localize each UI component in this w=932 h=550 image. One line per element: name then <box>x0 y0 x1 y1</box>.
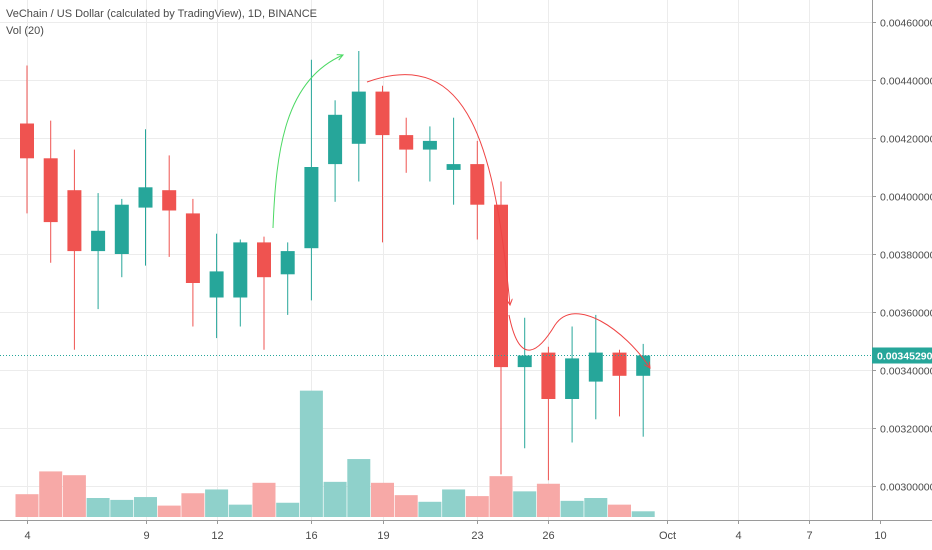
price-tick-label: 0.00320000 <box>880 424 932 436</box>
candle-body <box>517 355 532 368</box>
candle-body <box>565 358 580 399</box>
volume-bar <box>110 499 134 517</box>
price-tick-label: 0.00300000 <box>880 482 932 494</box>
chart-legend: VeChain / US Dollar (calculated by Tradi… <box>6 6 317 40</box>
volume-bar <box>394 495 418 517</box>
volume-indicator-label: Vol (20) <box>6 25 44 37</box>
volume-bars <box>15 390 655 517</box>
time-tick-label: Oct <box>659 530 676 542</box>
candle-body <box>209 271 224 298</box>
grid-lines <box>0 0 881 520</box>
volume-bar <box>608 504 631 517</box>
volume-bar <box>86 498 110 517</box>
volume-bar <box>299 390 323 517</box>
green-arrow-drawing <box>272 55 343 229</box>
candle-body <box>446 164 461 170</box>
candle-body <box>162 190 177 211</box>
volume-bar <box>252 482 276 517</box>
price-tick-label: 0.00360000 <box>880 308 932 320</box>
candle-body <box>280 251 295 275</box>
volume-bar <box>442 489 466 517</box>
volume-bar <box>228 504 252 517</box>
price-axis-background <box>872 0 932 550</box>
candle-body <box>494 204 508 368</box>
price-tick-label: 0.00460000 <box>880 18 932 30</box>
volume-bar <box>347 459 371 517</box>
time-axis[interactable]: 4 9 12 16 19 23 26 Oct 4 7 10 <box>0 520 932 542</box>
volume-bar <box>418 501 442 517</box>
volume-bar <box>584 498 608 517</box>
price-tick-label: 0.00380000 <box>880 250 932 262</box>
volume-bar <box>134 497 157 517</box>
candle-body <box>328 114 343 165</box>
candle-body <box>20 123 34 159</box>
volume-bar <box>513 491 537 517</box>
price-tick-label: 0.00420000 <box>880 134 932 146</box>
time-tick-label: 19 <box>377 530 389 542</box>
time-tick-label: 23 <box>471 530 483 542</box>
candle-body <box>470 164 485 205</box>
volume-bar <box>15 494 39 517</box>
time-tick-label: 7 <box>806 530 812 542</box>
candlesticks <box>20 51 651 481</box>
price-tick-label: 0.00400000 <box>880 192 932 204</box>
candle-body <box>612 352 627 376</box>
time-tick-label: 12 <box>211 530 223 542</box>
time-tick-label: 4 <box>24 530 30 542</box>
candle-body <box>375 91 390 136</box>
candle-body <box>138 187 153 208</box>
annotation-arrows <box>272 55 650 368</box>
volume-bar <box>157 505 181 517</box>
candle-body <box>257 242 271 278</box>
candle-body <box>351 91 366 144</box>
candle-body <box>422 140 437 150</box>
candle-body <box>541 352 556 399</box>
time-tick-label: 10 <box>874 530 886 542</box>
candle-body <box>43 158 58 223</box>
red-arrow-drawing-2 <box>508 313 650 368</box>
price-tick-label: 0.00340000 <box>880 366 932 378</box>
candle-body <box>636 355 651 376</box>
time-tick-label: 4 <box>735 530 741 542</box>
volume-bar <box>39 471 63 517</box>
candle-body <box>399 135 414 150</box>
red-arrow-drawing-1 <box>366 74 510 305</box>
candle-body <box>304 167 319 249</box>
candle-body <box>91 230 106 252</box>
volume-bar <box>631 511 655 517</box>
volume-bar <box>465 496 489 517</box>
time-tick-label: 26 <box>542 530 554 542</box>
volume-bar <box>323 481 347 517</box>
candle-body <box>233 242 248 298</box>
symbol-title: VeChain / US Dollar (calculated by Tradi… <box>6 8 317 20</box>
candle-body <box>588 352 603 382</box>
candle-body <box>185 213 200 283</box>
volume-bar <box>489 476 513 517</box>
volume-bar <box>205 489 229 517</box>
volume-bar <box>371 482 394 517</box>
volume-bar <box>536 483 560 517</box>
volume-bar <box>560 500 584 517</box>
time-tick-label: 16 <box>305 530 317 542</box>
volume-bar <box>181 493 205 517</box>
current-price-label: 0.00345290 <box>872 347 932 364</box>
time-tick-label: 9 <box>143 530 149 542</box>
volume-bar <box>62 475 86 517</box>
volume-bar <box>276 502 300 517</box>
current-price-text: 0.00345290 <box>877 351 932 363</box>
price-axis[interactable]: 0.00300000 0.00320000 0.00340000 0.00360000… <box>872 0 932 550</box>
candle-body <box>114 204 129 254</box>
price-tick-label: 0.00440000 <box>880 76 932 88</box>
candle-body <box>67 190 82 252</box>
